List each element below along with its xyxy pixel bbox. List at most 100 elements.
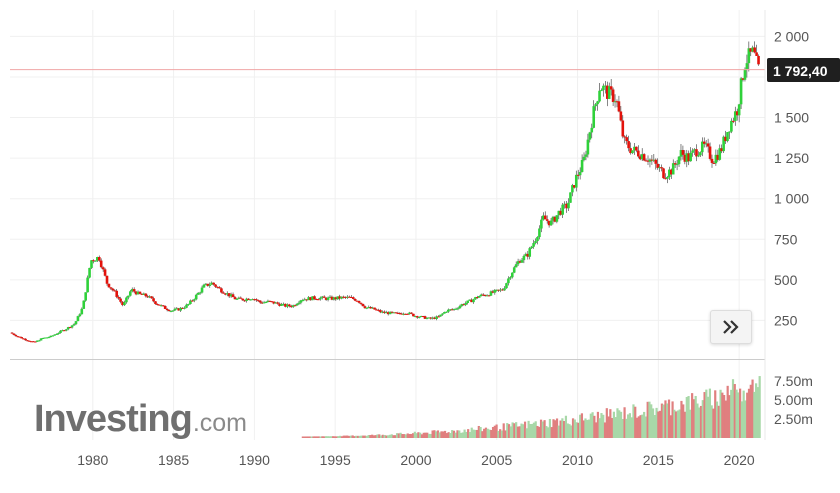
volume-bar — [637, 416, 640, 438]
candle-down — [255, 299, 258, 301]
candle-down — [144, 293, 148, 297]
volume-bar — [701, 400, 704, 438]
candle-down — [268, 300, 272, 302]
volume-bar — [536, 425, 539, 438]
volume-bar — [429, 433, 432, 438]
candle-down — [99, 260, 103, 268]
candle-down — [373, 307, 376, 310]
candle-down — [260, 302, 264, 304]
volume-bar — [691, 393, 694, 438]
volume-bar — [474, 429, 477, 438]
logo-suffix-text: .com — [192, 409, 247, 437]
volume-bar — [555, 418, 559, 438]
y-tick-label: 1 250 — [774, 150, 809, 166]
candle-down — [315, 298, 318, 300]
candle-down — [150, 296, 153, 299]
volume-bar — [532, 422, 536, 438]
candle-up — [204, 283, 208, 285]
volume-bar — [557, 425, 560, 438]
candle-up — [718, 148, 722, 160]
volume-bar — [374, 435, 377, 438]
candle-up — [179, 307, 182, 311]
candle-up — [489, 291, 493, 296]
candle-up — [264, 302, 268, 304]
candle-up — [555, 215, 559, 222]
candle-up — [677, 156, 681, 165]
candle-down — [755, 52, 758, 56]
candle-down — [233, 297, 237, 300]
candle-down — [404, 313, 407, 315]
candle-down — [741, 78, 745, 80]
volume-bar — [525, 428, 528, 438]
volume-bar — [611, 417, 614, 438]
candle-up — [61, 330, 64, 332]
candle-up — [730, 120, 733, 132]
volume-bar — [481, 431, 484, 438]
volume-bar — [369, 435, 372, 438]
volume-bar — [484, 427, 488, 438]
candle-up — [722, 136, 725, 152]
volume-bar — [404, 434, 408, 438]
volume-bar — [376, 434, 379, 438]
current-price-value: 1 792,40 — [773, 63, 828, 79]
candle-up — [185, 304, 188, 308]
candle-down — [278, 303, 281, 306]
candle-up — [699, 152, 702, 156]
candle-down — [117, 296, 120, 299]
volume-bar — [321, 436, 324, 438]
candle-up — [443, 312, 446, 314]
candle-down — [363, 306, 367, 309]
volume-bar — [353, 436, 356, 438]
candle-up — [584, 154, 588, 157]
candle-down — [547, 220, 551, 226]
candle-up — [210, 282, 214, 285]
candle-up — [512, 267, 516, 273]
candle-down — [115, 290, 119, 297]
candle-up — [84, 292, 87, 301]
candle-down — [518, 261, 522, 263]
candle-up — [425, 317, 429, 319]
candle-up — [55, 334, 58, 336]
volume-bar — [497, 430, 500, 438]
candle-up — [472, 299, 475, 303]
candle-down — [258, 300, 262, 303]
candle-up — [452, 308, 456, 310]
volume-bar — [420, 434, 424, 438]
candle-down — [351, 297, 355, 299]
candle-down — [625, 137, 628, 142]
candle-down — [220, 288, 223, 293]
candle-down — [433, 317, 437, 319]
volume-tick-label: 5.00m — [774, 392, 813, 408]
scroll-right-button[interactable] — [710, 310, 752, 344]
candle-down — [615, 101, 619, 103]
volume-bar — [628, 413, 632, 438]
candle-up — [522, 255, 526, 261]
volume-bar — [639, 415, 642, 438]
candle-down — [105, 275, 109, 284]
volume-bars — [301, 376, 761, 438]
volume-bar — [755, 383, 758, 438]
candle-up — [320, 296, 324, 298]
volume-bar — [614, 417, 617, 438]
volume-bar — [659, 410, 662, 438]
candle-up — [495, 289, 499, 291]
candle-down — [724, 136, 727, 142]
candle-down — [619, 111, 623, 121]
candle-up — [189, 300, 192, 305]
volume-bar — [746, 392, 749, 438]
candle-up — [39, 338, 43, 341]
volume-bar — [644, 416, 648, 438]
candle-up — [571, 185, 574, 193]
candle-down — [18, 336, 22, 338]
volume-bar — [330, 436, 333, 438]
volume-bar — [669, 415, 672, 438]
volume-bar — [493, 425, 496, 438]
volume-bar — [518, 426, 521, 438]
logo-main-text: Investing — [34, 398, 193, 440]
candle-up — [381, 311, 384, 313]
volume-bar — [445, 433, 448, 438]
candle-up — [365, 307, 369, 309]
volume-bar — [344, 435, 347, 438]
volume-bar — [392, 435, 395, 438]
